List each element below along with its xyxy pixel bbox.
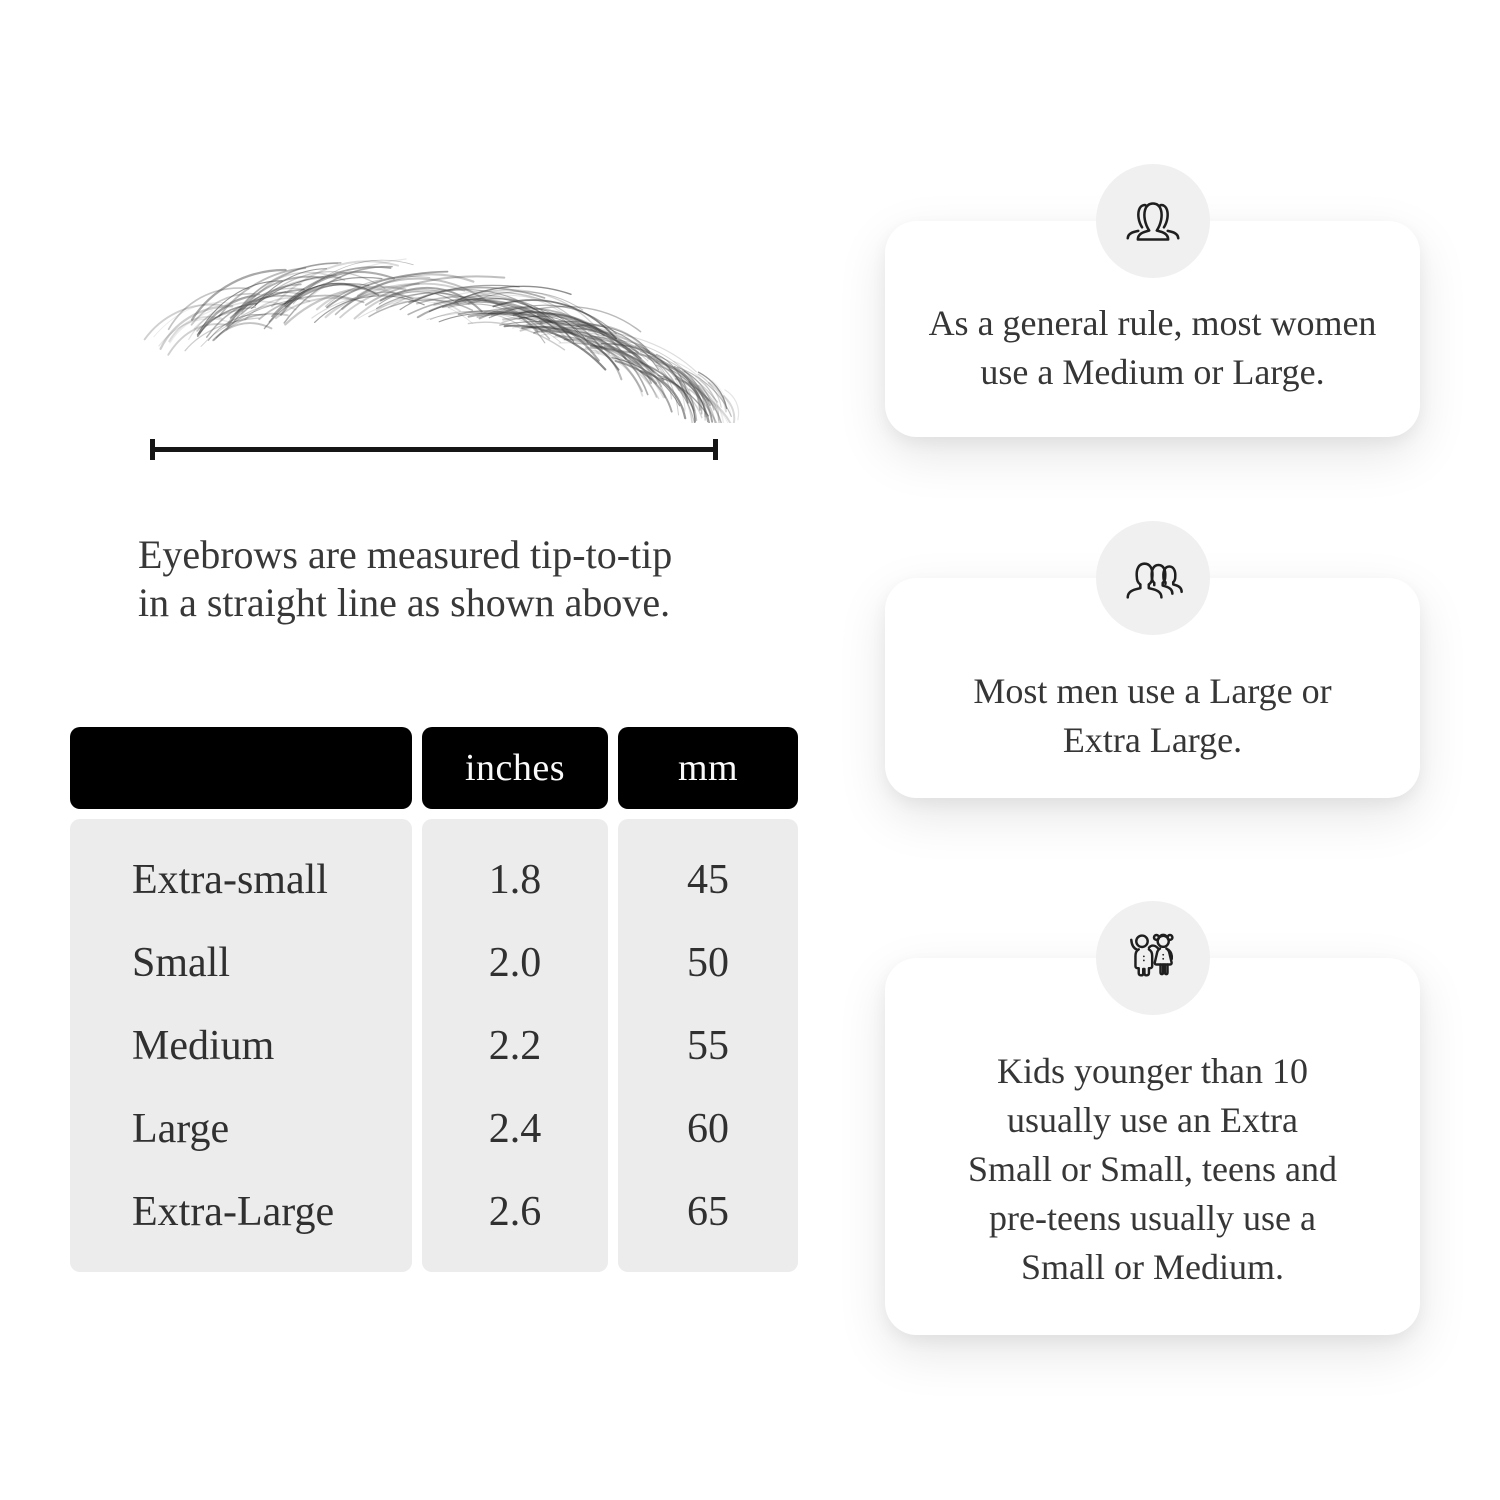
- tip-card-men: Most men use a Large or Extra Large.: [885, 521, 1420, 798]
- measurement-right-tick: [713, 439, 718, 460]
- icon-circle: [1095, 901, 1210, 1015]
- tip-line: Extra Large.: [1062, 720, 1243, 760]
- tip-line: use a Medium or Large.: [980, 352, 1325, 392]
- tip-card-kids-text: Kids younger than 10 usually use an Extr…: [885, 1047, 1420, 1292]
- table-cell-mm: 45: [687, 856, 729, 903]
- table-cell-mm: 50: [687, 939, 729, 986]
- tip-card-women: As a general rule, most women use a Medi…: [885, 164, 1420, 437]
- measurement-caption: Eyebrows are measured tip-to-tip in a st…: [138, 531, 672, 627]
- tip-line: Most men use a Large or: [973, 671, 1332, 711]
- table-row-label: Medium: [132, 1022, 275, 1069]
- measurement-left-tick: [150, 439, 155, 460]
- women-group-icon: [1125, 202, 1180, 241]
- eyebrow-illustration: [143, 258, 740, 423]
- icon-circle: [1095, 164, 1210, 278]
- tip-line: As a general rule, most women: [928, 303, 1377, 343]
- table-cell-mm: 55: [687, 1022, 729, 1069]
- tip-card-women-text: As a general rule, most women use a Medi…: [885, 299, 1420, 397]
- table-cell-inches: 2.2: [488, 1022, 542, 1069]
- table-cell-inches: 2.0: [488, 939, 542, 986]
- men-group-icon: [1125, 562, 1183, 599]
- tip-line: Small or Small, teens and: [968, 1149, 1337, 1189]
- caption-line-2: in a straight line as shown above.: [138, 580, 671, 625]
- size-table-header-blank: [70, 727, 412, 809]
- measurement-line: [150, 439, 718, 460]
- tip-line: pre-teens usually use a: [989, 1198, 1316, 1238]
- table-row-label: Small: [132, 939, 231, 986]
- size-table-column-mm: 45 50 55 60 65: [618, 819, 798, 1272]
- tip-line: Small or Medium.: [1021, 1247, 1284, 1287]
- size-table-header-inches: inches: [422, 727, 608, 809]
- size-table-column-inches: 1.8 2.0 2.2 2.4 2.6: [422, 819, 608, 1272]
- tip-line: Kids younger than 10: [997, 1051, 1308, 1091]
- table-row-label: Large: [132, 1105, 230, 1152]
- tip-line: usually use an Extra: [1007, 1100, 1298, 1140]
- table-cell-mm: 60: [687, 1105, 729, 1152]
- icon-circle: [1095, 521, 1210, 635]
- size-table-header-mm: mm: [618, 727, 798, 809]
- size-table-column-names: Extra-small Small Medium Large Extra-Lar…: [70, 819, 412, 1272]
- table-cell-mm: 65: [687, 1188, 729, 1235]
- tip-card-kids: Kids younger than 10 usually use an Extr…: [885, 901, 1420, 1335]
- table-cell-inches: 2.6: [488, 1188, 542, 1235]
- table-cell-inches: 1.8: [488, 856, 542, 903]
- table-row-label: Extra-small: [132, 856, 328, 903]
- caption-line-1: Eyebrows are measured tip-to-tip: [138, 532, 673, 577]
- table-row-label: Extra-Large: [132, 1188, 335, 1235]
- kids-icon: [1129, 933, 1174, 977]
- tip-card-men-text: Most men use a Large or Extra Large.: [885, 667, 1420, 765]
- size-table: inches mm Extra-small Small Medium Large…: [70, 727, 798, 1272]
- table-cell-inches: 2.4: [488, 1105, 542, 1152]
